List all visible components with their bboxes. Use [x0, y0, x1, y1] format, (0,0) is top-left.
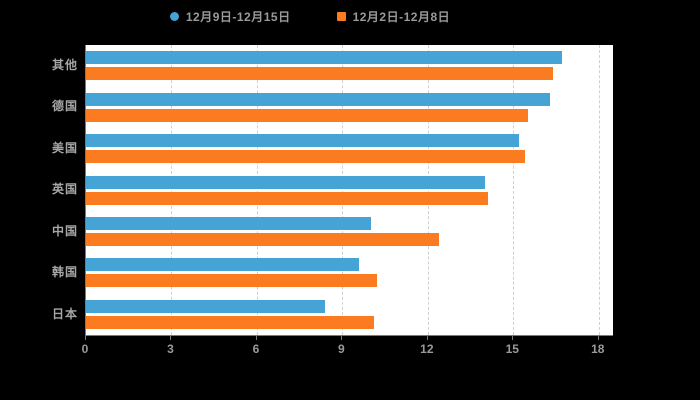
category-label-6: 日本 — [51, 306, 78, 321]
bar-series1-cat0 — [86, 51, 562, 65]
category-label-0: 其他 — [51, 58, 78, 72]
legend-item-week1[interactable]: 12月2日-12月8日 — [336, 8, 451, 25]
gridline-x12 — [427, 45, 429, 335]
bar-series2-cat1 — [86, 108, 528, 122]
plot-area — [85, 45, 613, 336]
legend-marker-orange-icon — [336, 11, 346, 21]
bar-series2-cat6 — [86, 315, 374, 329]
x-tick-label-0: 0 — [81, 342, 89, 356]
category-label-1: 德国 — [51, 99, 78, 114]
bar-series1-cat3 — [86, 175, 485, 189]
bar-series1-cat5 — [86, 258, 360, 272]
bar-series1-cat2 — [86, 134, 519, 148]
category-label-3: 英国 — [51, 182, 78, 197]
category-label-4: 中国 — [51, 223, 78, 238]
x-tick-label-18: 18 — [591, 342, 605, 356]
category-label-2: 美国 — [51, 140, 78, 155]
gridline-x18 — [598, 45, 600, 335]
x-tick-mark — [170, 336, 172, 340]
legend-marker-blue-icon — [169, 11, 179, 21]
x-tick-mark — [85, 336, 86, 340]
bar-series2-cat2 — [86, 150, 525, 164]
gridline-x15 — [513, 45, 515, 335]
bar-series2-cat3 — [86, 191, 488, 205]
bar-series1-cat6 — [86, 299, 326, 313]
x-tick-mark — [255, 336, 257, 340]
bar-series1-cat1 — [86, 92, 551, 106]
x-tick-label-3: 3 — [167, 342, 174, 356]
gridline-x9 — [342, 45, 344, 335]
x-tick-label-6: 6 — [252, 342, 260, 356]
legend-label-week1: 12月2日-12月8日 — [352, 9, 451, 24]
x-tick-mark — [341, 336, 343, 340]
category-label-5: 韩国 — [51, 265, 78, 280]
gridline-x3 — [171, 45, 173, 335]
x-tick-mark — [597, 336, 599, 340]
legend-label-week2: 12月9日-12月15日 — [185, 9, 291, 24]
x-tick-mark — [512, 336, 514, 340]
legend-item-week2[interactable]: 12月9日-12月15日 — [169, 8, 291, 25]
gridline-x6 — [256, 45, 258, 335]
x-tick-label-9: 9 — [338, 342, 345, 356]
chart-legend: 12月9日-12月15日 12月2日-12月8日 — [0, 6, 620, 26]
bar-series1-cat4 — [86, 216, 371, 230]
bar-series2-cat4 — [86, 232, 440, 246]
bar-series2-cat0 — [86, 67, 554, 81]
x-tick-label-12: 12 — [420, 342, 434, 356]
x-tick-mark — [426, 336, 428, 340]
x-tick-label-15: 15 — [505, 342, 519, 356]
bar-series2-cat5 — [86, 274, 377, 288]
